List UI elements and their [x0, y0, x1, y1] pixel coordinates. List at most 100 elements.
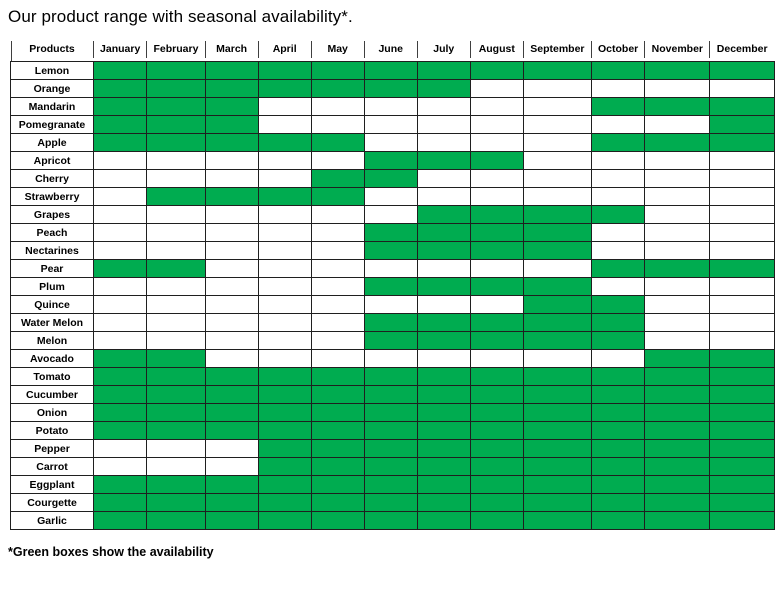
availability-cell-unavailable — [709, 205, 775, 224]
availability-cell-unavailable — [204, 169, 259, 188]
availability-cell-unavailable — [257, 331, 312, 350]
availability-cell-unavailable — [310, 295, 365, 314]
availability-cell-unavailable — [146, 241, 206, 260]
availability-cell-unavailable — [644, 151, 711, 170]
availability-cell-unavailable — [469, 295, 524, 314]
product-name-cell: Carrot — [10, 457, 94, 476]
availability-cell-available — [709, 493, 775, 512]
availability-cell-available — [590, 421, 646, 440]
availability-cell-available — [92, 115, 148, 134]
availability-cell-available — [92, 259, 148, 278]
availability-cell-available — [590, 439, 646, 458]
availability-cell-unavailable — [469, 115, 524, 134]
availability-cell-unavailable — [257, 349, 312, 368]
availability-cell-unavailable — [146, 223, 206, 242]
availability-cell-available — [310, 169, 365, 188]
availability-cell-available — [416, 385, 471, 404]
availability-cell-available — [92, 421, 148, 440]
table-row: Grapes — [10, 205, 775, 224]
availability-cell-available — [522, 475, 592, 494]
availability-cell-unavailable — [590, 223, 646, 242]
availability-cell-unavailable — [644, 313, 711, 332]
availability-cell-available — [469, 223, 524, 242]
availability-cell-unavailable — [522, 79, 592, 98]
availability-cell-unavailable — [469, 133, 524, 152]
availability-cell-available — [709, 367, 775, 386]
availability-cell-unavailable — [310, 331, 365, 350]
availability-cell-available — [92, 79, 148, 98]
availability-cell-available — [92, 403, 148, 422]
availability-cell-unavailable — [522, 115, 592, 134]
product-name-cell: Grapes — [10, 205, 94, 224]
availability-cell-unavailable — [644, 187, 711, 206]
availability-cell-available — [522, 439, 592, 458]
availability-cell-available — [310, 367, 365, 386]
table-row: Onion — [10, 403, 775, 422]
availability-cell-available — [522, 295, 592, 314]
table-row: Cherry — [10, 169, 775, 188]
availability-cell-available — [469, 475, 524, 494]
availability-cell-unavailable — [644, 115, 711, 134]
product-name-cell: Orange — [10, 79, 94, 98]
availability-cell-unavailable — [92, 169, 148, 188]
availability-cell-available — [92, 97, 148, 116]
availability-cell-unavailable — [416, 349, 471, 368]
availability-cell-available — [363, 313, 418, 332]
availability-cell-available — [522, 277, 592, 296]
availability-cell-unavailable — [644, 169, 711, 188]
availability-cell-available — [709, 475, 775, 494]
availability-cell-available — [204, 187, 259, 206]
availability-cell-unavailable — [204, 241, 259, 260]
availability-cell-unavailable — [644, 223, 711, 242]
table-row: Strawberry — [10, 187, 775, 206]
availability-cell-unavailable — [310, 277, 365, 296]
availability-cell-available — [363, 475, 418, 494]
month-column-header: June — [363, 37, 417, 62]
availability-cell-available — [416, 313, 471, 332]
availability-cell-available — [469, 511, 524, 530]
availability-cell-unavailable — [257, 97, 312, 116]
availability-cell-available — [363, 385, 418, 404]
product-name-cell: Eggplant — [10, 475, 94, 494]
month-column-header: September — [522, 37, 591, 62]
availability-cell-unavailable — [709, 151, 775, 170]
availability-cell-unavailable — [363, 97, 418, 116]
availability-cell-available — [590, 331, 646, 350]
availability-cell-available — [204, 97, 259, 116]
availability-cell-unavailable — [363, 187, 418, 206]
availability-cell-available — [522, 61, 592, 80]
availability-cell-unavailable — [590, 349, 646, 368]
availability-cell-unavailable — [590, 79, 646, 98]
product-name-cell: Pepper — [10, 439, 94, 458]
availability-cell-unavailable — [416, 259, 471, 278]
month-column-header: March — [204, 37, 258, 62]
availability-cell-available — [709, 115, 775, 134]
product-name-cell: Pomegranate — [10, 115, 94, 134]
availability-cell-unavailable — [469, 169, 524, 188]
availability-cell-unavailable — [416, 133, 471, 152]
availability-cell-available — [709, 439, 775, 458]
availability-cell-unavailable — [310, 115, 365, 134]
table-row: Courgette — [10, 493, 775, 512]
month-column-header: October — [590, 37, 644, 62]
availability-cell-available — [469, 331, 524, 350]
availability-cell-available — [590, 61, 646, 80]
availability-cell-available — [257, 187, 312, 206]
availability-cell-unavailable — [92, 331, 148, 350]
availability-cell-available — [522, 223, 592, 242]
table-header-row: Products January February March April May June… — [10, 37, 775, 62]
availability-cell-available — [416, 439, 471, 458]
availability-cell-available — [522, 457, 592, 476]
availability-cell-unavailable — [522, 97, 592, 116]
availability-cell-available — [310, 421, 365, 440]
availability-cell-unavailable — [310, 223, 365, 242]
table-row: Tomato — [10, 367, 775, 386]
availability-cell-available — [146, 385, 206, 404]
availability-cell-unavailable — [469, 97, 524, 116]
availability-cell-available — [204, 493, 259, 512]
availability-cell-available — [416, 277, 471, 296]
availability-cell-unavailable — [92, 277, 148, 296]
availability-cell-unavailable — [146, 169, 206, 188]
availability-cell-unavailable — [92, 205, 148, 224]
availability-cell-unavailable — [204, 151, 259, 170]
